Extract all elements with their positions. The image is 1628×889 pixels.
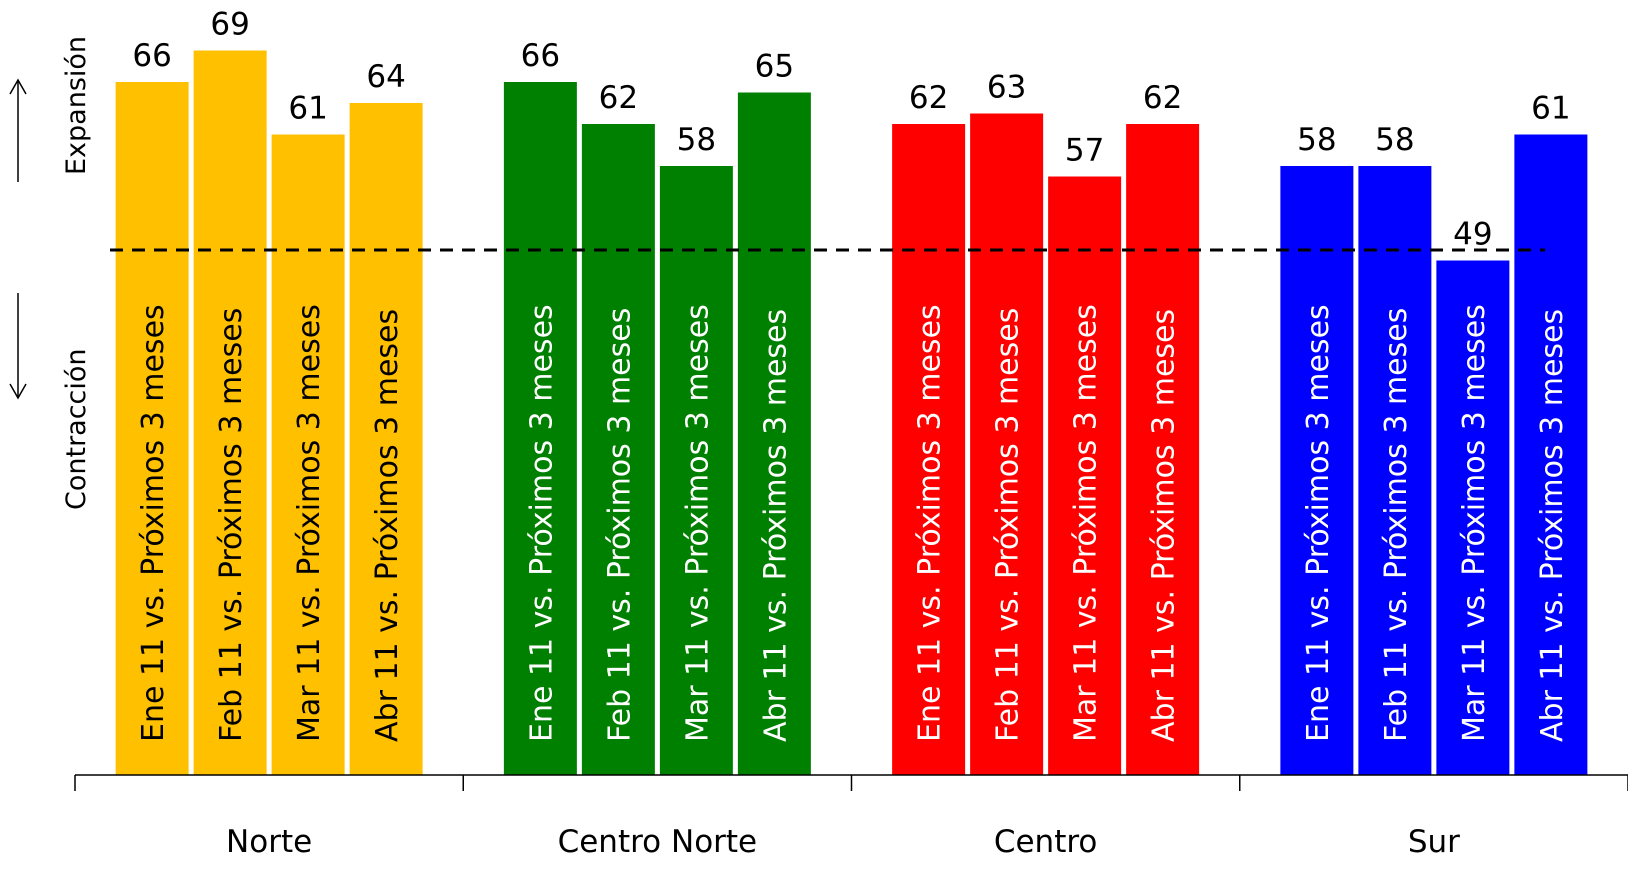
bar-category-label: Feb 11 vs. Próximos 3 meses [602,308,637,742]
arrow-up-icon [9,78,27,182]
bar-centro-4 [1126,124,1200,775]
value-label: 57 [1065,133,1104,169]
bar-centro-norte-4 [737,92,811,775]
bar-category-label: Ene 11 vs. Próximos 3 meses [913,304,948,742]
contraction-label: Contracción [61,348,92,510]
bar-norte-4 [349,103,423,775]
value-label: 58 [1297,122,1336,158]
value-label: 63 [987,70,1026,106]
bar-category-label: Abr 11 vs. Próximos 3 meses [758,309,793,742]
value-label: 61 [288,91,327,127]
bar-norte-2 [193,50,267,775]
bar-centro-norte-3 [659,166,733,775]
value-label: 69 [210,7,249,43]
bar-category-label: Feb 11 vs. Próximos 3 meses [991,308,1026,742]
expansion-label: Expansión [61,36,92,175]
group-label: Sur [1408,824,1460,860]
bar-sur-2 [1358,166,1432,775]
value-label: 58 [1375,122,1414,158]
arrow-down-icon [9,293,27,400]
bar-norte-3 [271,134,345,775]
arrow-up-head [9,78,27,95]
bar-centro-norte-1 [503,82,577,775]
arrow-down-head [9,383,27,400]
value-label: 62 [909,80,948,116]
bar-category-label: Mar 11 vs. Próximos 3 meses [680,304,715,742]
bar-category-label: Ene 11 vs. Próximos 3 meses [524,304,559,742]
bar-sur-4 [1514,134,1588,775]
bar-sur-1 [1280,166,1354,775]
group-label: Centro [994,824,1098,860]
group-label: Norte [226,824,312,860]
value-label: 49 [1453,217,1492,253]
bar-category-label: Mar 11 vs. Próximos 3 meses [1069,304,1104,742]
value-label: 62 [599,80,638,116]
bar-centro-1 [892,124,966,775]
value-label: 66 [521,38,560,74]
value-label: 62 [1143,80,1182,116]
bar-sur-3 [1436,260,1510,775]
value-label: 66 [132,38,171,74]
bar-category-label: Mar 11 vs. Próximos 3 meses [292,304,327,742]
value-label: 58 [677,122,716,158]
value-label: 61 [1531,91,1570,127]
bar-category-label: Abr 11 vs. Próximos 3 meses [1535,309,1570,742]
bar-category-label: Ene 11 vs. Próximos 3 meses [136,304,171,742]
bar-category-label: Mar 11 vs. Próximos 3 meses [1457,304,1492,742]
bar-centro-3 [1048,176,1122,775]
bar-centro-norte-2 [581,124,655,775]
value-label: 65 [755,49,794,85]
bar-norte-1 [115,82,189,775]
bar-category-label: Feb 11 vs. Próximos 3 meses [214,308,249,742]
bar-centro-2 [970,113,1044,775]
bar-category-label: Feb 11 vs. Próximos 3 meses [1379,308,1414,742]
bar-category-label: Abr 11 vs. Próximos 3 meses [1147,309,1182,742]
group-label: Centro Norte [558,824,758,860]
value-label: 64 [366,59,405,95]
bar-category-label: Abr 11 vs. Próximos 3 meses [370,309,405,742]
bar-category-label: Ene 11 vs. Próximos 3 meses [1301,304,1336,742]
